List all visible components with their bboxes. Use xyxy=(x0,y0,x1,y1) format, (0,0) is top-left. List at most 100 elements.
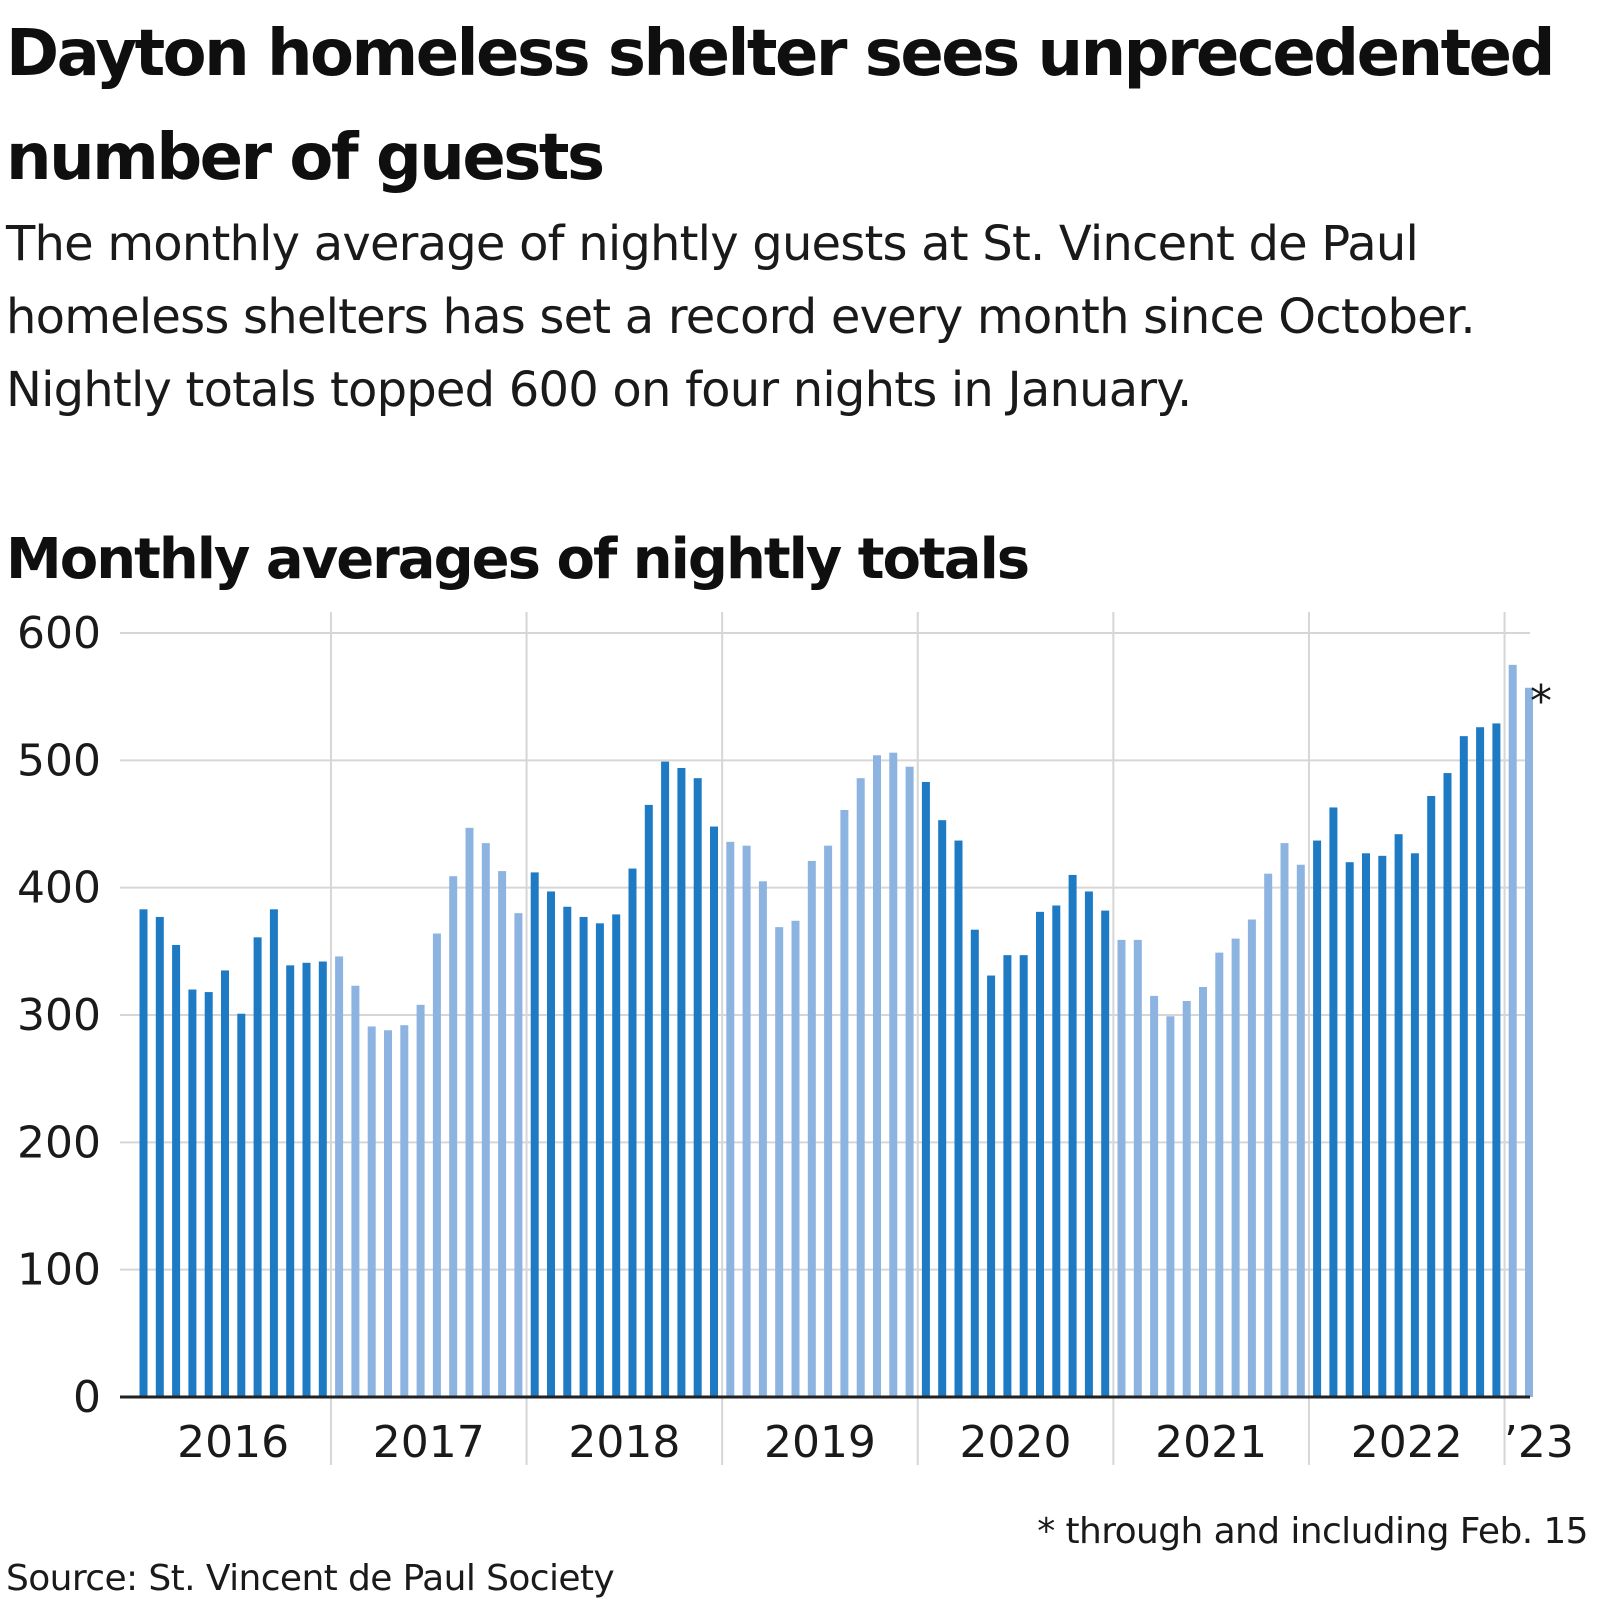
bar xyxy=(791,920,800,1397)
bar xyxy=(1476,727,1485,1397)
bar xyxy=(873,755,881,1397)
bar xyxy=(1101,910,1110,1397)
x-year-label: 2018 xyxy=(568,1417,680,1468)
bar xyxy=(204,992,213,1397)
bar xyxy=(367,1026,376,1397)
bar xyxy=(384,1030,392,1397)
x-year-label: 2020 xyxy=(960,1417,1072,1468)
x-year-label: 2019 xyxy=(764,1417,876,1468)
bar xyxy=(758,881,767,1397)
footnote: * through and including Feb. 15 xyxy=(1037,1511,1588,1552)
bar xyxy=(644,804,653,1397)
bar xyxy=(1394,834,1403,1397)
chart-title: Monthly averages of nightly totals xyxy=(6,527,1030,592)
source-credit: Source: St. Vincent de Paul Society xyxy=(6,1558,615,1599)
bar xyxy=(1378,855,1387,1397)
bar xyxy=(432,933,441,1397)
bar-chart: 0 100 200 300 400 500 600 2016 2017 2018 2019 2020 2… xyxy=(17,608,1574,1468)
annotation-asterisk: * xyxy=(1530,676,1552,727)
bar xyxy=(1003,955,1012,1397)
bar xyxy=(1133,939,1142,1397)
bar xyxy=(318,961,327,1397)
x-year-label: 2017 xyxy=(373,1417,485,1468)
bar xyxy=(693,778,702,1397)
bar xyxy=(710,826,718,1397)
bar xyxy=(1329,807,1338,1397)
bar xyxy=(742,845,751,1397)
bar xyxy=(905,766,914,1397)
bar xyxy=(840,809,849,1397)
bar xyxy=(579,916,588,1397)
bar xyxy=(628,868,637,1397)
bar xyxy=(1166,1016,1175,1397)
bar xyxy=(921,781,930,1397)
bar xyxy=(1525,687,1533,1397)
bar xyxy=(1296,864,1305,1397)
bar xyxy=(302,962,311,1397)
bar xyxy=(677,767,686,1397)
bar xyxy=(449,876,458,1397)
bar xyxy=(856,778,865,1397)
bar xyxy=(335,956,344,1397)
bar xyxy=(172,944,181,1397)
bar xyxy=(1019,955,1028,1397)
bar xyxy=(1410,853,1419,1397)
x-year-label: 2016 xyxy=(177,1417,289,1468)
bar xyxy=(1215,952,1224,1397)
y-tick-label: 200 xyxy=(17,1117,101,1168)
y-tick-label: 300 xyxy=(17,990,101,1041)
bar xyxy=(1150,995,1159,1397)
bar xyxy=(1508,664,1517,1397)
bar xyxy=(807,860,816,1397)
x-year-label: 2021 xyxy=(1155,1417,1267,1468)
axis-labels: 0 100 200 300 400 500 600 2016 2017 2018 2019 2020 2… xyxy=(17,608,1574,1468)
bar xyxy=(1280,843,1289,1397)
bar xyxy=(351,985,360,1397)
bar xyxy=(481,843,490,1397)
bar xyxy=(286,965,295,1397)
y-tick-label: 400 xyxy=(17,863,101,914)
bar xyxy=(889,752,898,1397)
bar xyxy=(1443,773,1452,1397)
bar xyxy=(498,871,507,1397)
subtitle: The monthly average of nightly guests at… xyxy=(6,216,1476,418)
bar xyxy=(1231,938,1240,1397)
bar xyxy=(1199,986,1207,1397)
bar xyxy=(970,929,979,1397)
bar xyxy=(1036,911,1044,1397)
bar xyxy=(1068,874,1077,1397)
bars xyxy=(139,664,1533,1397)
bar xyxy=(595,923,604,1397)
bar xyxy=(416,1004,425,1397)
bar xyxy=(1345,862,1354,1397)
bar xyxy=(400,1025,409,1397)
bar xyxy=(1247,919,1256,1397)
y-tick-label: 100 xyxy=(17,1245,101,1296)
headline: Dayton homeless shelter sees unprecedent… xyxy=(6,17,1555,195)
bar xyxy=(514,913,523,1397)
bar xyxy=(1084,891,1093,1397)
bar xyxy=(221,970,229,1397)
bar xyxy=(1362,853,1370,1397)
bar xyxy=(1459,736,1468,1397)
bar xyxy=(775,927,784,1397)
x-year-label: ’23 xyxy=(1504,1417,1574,1468)
bar xyxy=(954,840,963,1397)
bar xyxy=(726,841,735,1397)
bar xyxy=(269,909,278,1397)
bar xyxy=(1492,723,1501,1397)
bar xyxy=(188,989,197,1397)
bar xyxy=(530,872,539,1397)
y-tick-label: 0 xyxy=(73,1372,101,1423)
bar xyxy=(1427,795,1436,1397)
bar xyxy=(824,845,833,1397)
bar xyxy=(661,761,670,1397)
bar xyxy=(987,975,996,1397)
bar xyxy=(237,1013,246,1397)
y-tick-label: 600 xyxy=(17,608,101,659)
x-year-label: 2022 xyxy=(1351,1417,1463,1468)
bar xyxy=(139,909,148,1397)
bar xyxy=(253,937,262,1397)
bar xyxy=(155,916,164,1397)
bar xyxy=(1264,873,1273,1397)
